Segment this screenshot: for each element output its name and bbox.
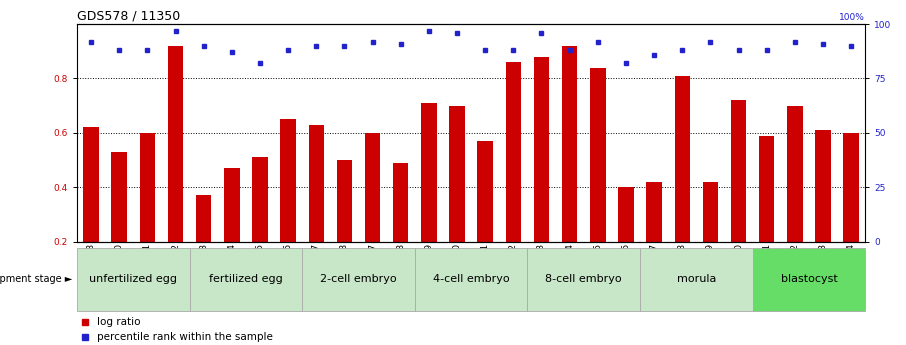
Bar [83, 127, 99, 242]
Bar [590, 68, 605, 242]
Text: 100%: 100% [839, 13, 865, 22]
Bar [337, 160, 352, 242]
Bar [309, 125, 324, 242]
Bar [787, 106, 803, 241]
Text: unfertilized egg: unfertilized egg [90, 275, 178, 284]
Text: development stage ►: development stage ► [0, 275, 72, 284]
Bar [843, 133, 859, 242]
Bar [759, 136, 775, 242]
Bar [815, 130, 831, 242]
Bar [646, 182, 662, 241]
Bar [449, 106, 465, 241]
Text: fertilized egg: fertilized egg [209, 275, 283, 284]
Text: blastocyst: blastocyst [781, 275, 837, 284]
Bar [111, 152, 127, 242]
Bar [506, 62, 521, 242]
Text: 4-cell embryo: 4-cell embryo [433, 275, 509, 284]
Bar [640, 248, 753, 310]
Bar [196, 195, 211, 242]
Text: 2-cell embryo: 2-cell embryo [320, 275, 397, 284]
Bar [674, 76, 690, 242]
Text: percentile rank within the sample: percentile rank within the sample [97, 332, 273, 342]
Bar [280, 119, 296, 242]
Bar [534, 57, 549, 241]
Bar [140, 133, 155, 242]
Bar [415, 248, 527, 310]
Bar [168, 46, 183, 242]
Bar [703, 182, 718, 241]
Bar [393, 163, 409, 242]
Text: log ratio: log ratio [97, 317, 140, 327]
Bar [753, 248, 865, 310]
Bar [527, 248, 640, 310]
Text: morula: morula [677, 275, 716, 284]
Bar [252, 157, 268, 241]
Bar [189, 248, 303, 310]
Text: 8-cell embryo: 8-cell embryo [545, 275, 622, 284]
Bar [477, 141, 493, 242]
Bar [224, 168, 239, 241]
Bar [365, 133, 381, 242]
Bar [562, 46, 577, 242]
Bar [731, 100, 747, 242]
Bar [77, 248, 189, 310]
Bar [303, 248, 415, 310]
Text: GDS578 / 11350: GDS578 / 11350 [77, 10, 180, 23]
Bar [421, 103, 437, 242]
Bar [618, 187, 633, 241]
